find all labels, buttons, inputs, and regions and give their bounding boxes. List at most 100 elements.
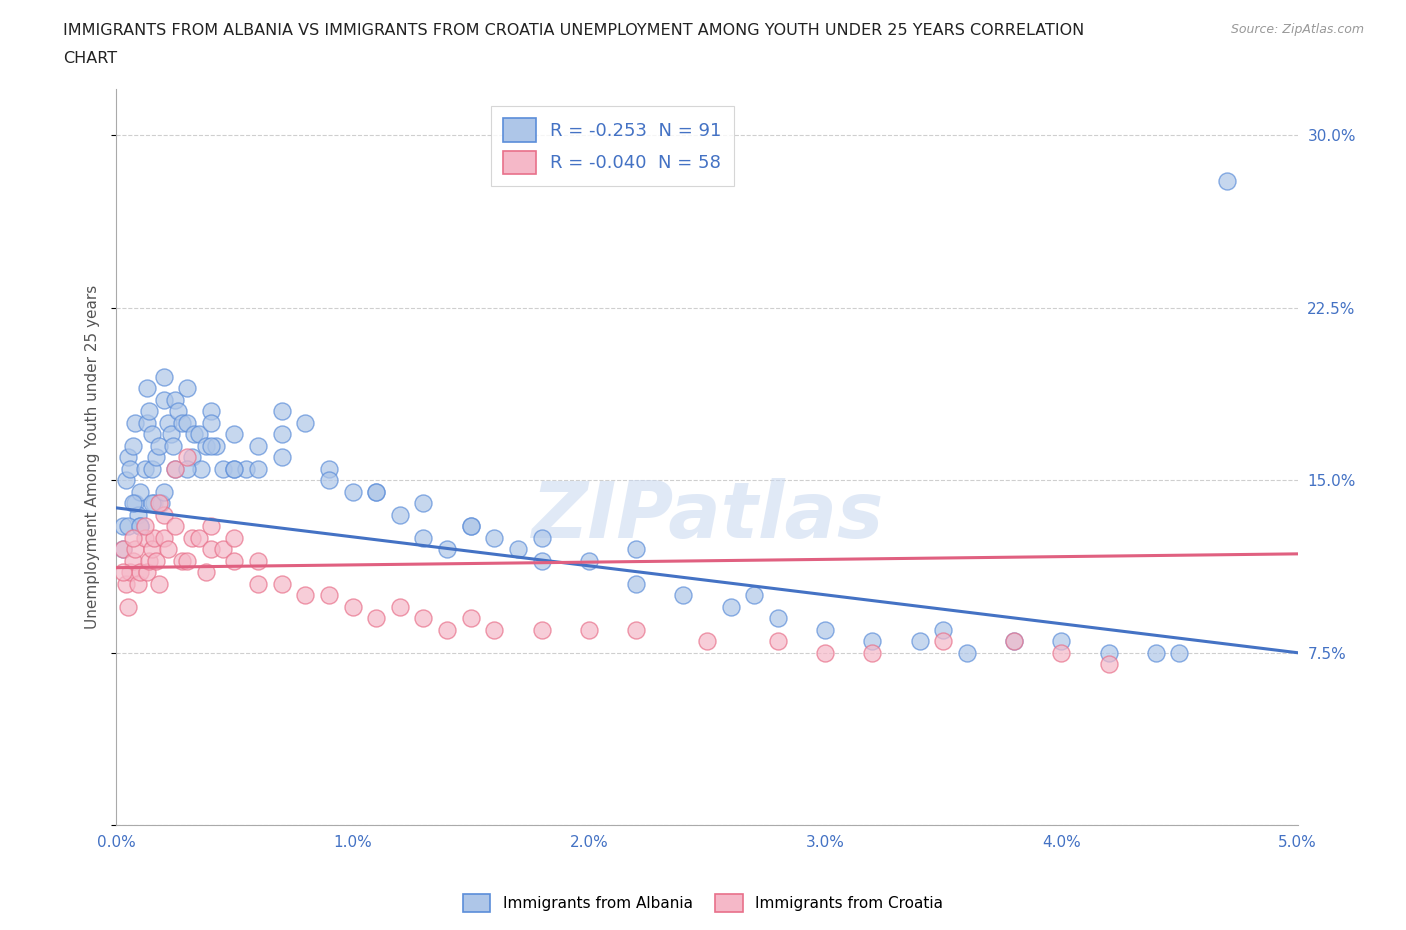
Point xyxy=(530,530,553,545)
Point xyxy=(112,565,135,579)
Point xyxy=(624,542,647,557)
Point xyxy=(956,645,979,660)
Point xyxy=(195,438,218,453)
Point xyxy=(200,542,222,557)
Point xyxy=(932,622,955,637)
Point xyxy=(127,508,149,523)
Point xyxy=(204,438,226,453)
Point xyxy=(318,472,340,487)
Point xyxy=(932,633,955,648)
Point xyxy=(143,496,166,511)
Point xyxy=(270,427,292,442)
Point xyxy=(117,599,139,614)
Point xyxy=(318,588,340,603)
Point xyxy=(696,633,718,648)
Point xyxy=(145,553,167,568)
Text: ZIPatlas: ZIPatlas xyxy=(531,478,883,554)
Point xyxy=(176,450,198,465)
Point xyxy=(247,438,270,453)
Point xyxy=(124,542,146,557)
Point xyxy=(1144,645,1167,660)
Point xyxy=(247,461,270,476)
Point xyxy=(124,496,146,511)
Point xyxy=(814,645,837,660)
Point xyxy=(814,622,837,637)
Point xyxy=(172,416,194,431)
Point xyxy=(460,519,482,534)
Point xyxy=(148,496,170,511)
Point xyxy=(235,461,257,476)
Point xyxy=(165,461,187,476)
Point xyxy=(388,599,411,614)
Point xyxy=(141,461,163,476)
Text: CHART: CHART xyxy=(63,51,117,66)
Point xyxy=(120,565,142,579)
Point xyxy=(124,416,146,431)
Point xyxy=(157,542,180,557)
Point xyxy=(412,611,434,626)
Point xyxy=(121,438,143,453)
Point xyxy=(1097,657,1119,671)
Point xyxy=(121,496,143,511)
Point xyxy=(211,542,233,557)
Point xyxy=(141,427,163,442)
Point xyxy=(247,553,270,568)
Point xyxy=(134,530,156,545)
Point xyxy=(129,519,152,534)
Point xyxy=(860,645,883,660)
Point xyxy=(1002,633,1025,648)
Point xyxy=(200,404,222,418)
Point xyxy=(318,461,340,476)
Point xyxy=(342,485,364,499)
Point xyxy=(112,542,135,557)
Point xyxy=(1002,633,1025,648)
Point xyxy=(176,381,198,396)
Point xyxy=(157,416,180,431)
Point xyxy=(183,427,205,442)
Point xyxy=(742,588,765,603)
Point xyxy=(1097,645,1119,660)
Point xyxy=(672,588,695,603)
Point xyxy=(436,542,458,557)
Point xyxy=(129,565,152,579)
Point xyxy=(114,472,136,487)
Point xyxy=(1050,645,1073,660)
Point xyxy=(484,622,506,637)
Point xyxy=(412,496,434,511)
Point xyxy=(460,611,482,626)
Point xyxy=(412,530,434,545)
Point xyxy=(436,622,458,637)
Point xyxy=(150,496,173,511)
Point xyxy=(141,496,163,511)
Point xyxy=(145,450,167,465)
Legend: Immigrants from Albania, Immigrants from Croatia: Immigrants from Albania, Immigrants from… xyxy=(457,888,949,918)
Point xyxy=(195,565,218,579)
Point xyxy=(211,461,233,476)
Point xyxy=(388,508,411,523)
Point xyxy=(530,553,553,568)
Point xyxy=(1050,633,1073,648)
Point xyxy=(578,622,600,637)
Point xyxy=(127,577,149,591)
Text: Source: ZipAtlas.com: Source: ZipAtlas.com xyxy=(1230,23,1364,36)
Point xyxy=(188,530,211,545)
Point xyxy=(188,427,211,442)
Point xyxy=(224,530,246,545)
Point xyxy=(180,530,202,545)
Point xyxy=(224,461,246,476)
Point xyxy=(159,427,181,442)
Point xyxy=(200,416,222,431)
Point xyxy=(366,485,388,499)
Point xyxy=(172,553,194,568)
Point xyxy=(143,530,166,545)
Point xyxy=(1216,174,1239,189)
Point xyxy=(136,381,159,396)
Point xyxy=(138,553,160,568)
Point xyxy=(129,519,152,534)
Point xyxy=(121,553,143,568)
Point xyxy=(141,542,163,557)
Legend: R = -0.253  N = 91, R = -0.040  N = 58: R = -0.253 N = 91, R = -0.040 N = 58 xyxy=(491,106,734,187)
Point xyxy=(165,392,187,407)
Point xyxy=(224,427,246,442)
Point xyxy=(166,404,188,418)
